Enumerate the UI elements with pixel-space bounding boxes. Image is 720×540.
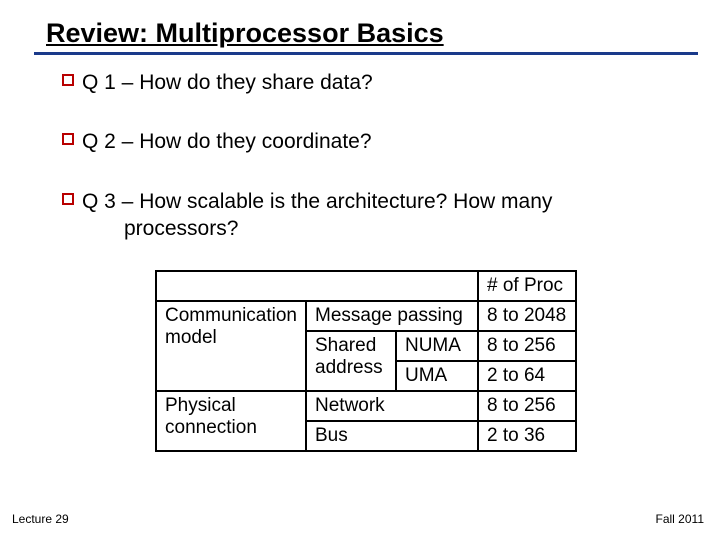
comm-model-line2: model — [165, 327, 217, 348]
bullet-q2-text: Q 2 – How do they coordinate? — [82, 128, 372, 155]
comm-model-line1: Communication — [165, 305, 297, 326]
proc-r2-cell: 8 to 256 — [478, 331, 576, 361]
proc-r1-cell: 8 to 2048 — [478, 301, 576, 331]
bullet-q1-text: Q 1 – How do they share data? — [82, 69, 373, 96]
bullet-q2: Q 2 – How do they coordinate? — [62, 128, 692, 155]
table-row: # of Proc — [156, 271, 576, 301]
title-underline — [34, 52, 698, 55]
proc-r3-cell: 2 to 64 — [478, 361, 576, 391]
phys-conn-cell: Physical connection — [156, 391, 306, 451]
comm-model-cell: Communication model — [156, 301, 306, 391]
uma-cell: UMA — [396, 361, 478, 391]
proc-r4-cell: 8 to 256 — [478, 391, 576, 421]
header-proc-cell: # of Proc — [478, 271, 576, 301]
table-container: # of Proc Communication model Message pa… — [40, 270, 692, 452]
footer-term: Fall 2011 — [656, 512, 704, 526]
square-bullet-icon — [62, 74, 74, 86]
shared-line: Shared — [315, 335, 376, 356]
network-cell: Network — [306, 391, 478, 421]
msg-passing-cell: Message passing — [306, 301, 478, 331]
table-row: Physical connection Network 8 to 256 — [156, 391, 576, 421]
bullet-q1: Q 1 – How do they share data? — [62, 69, 692, 96]
bullet-q3: Q 3 – How scalable is the architecture? … — [62, 188, 692, 243]
empty-header-cell — [156, 271, 478, 301]
square-bullet-icon — [62, 133, 74, 145]
slide-container: Review: Multiprocessor Basics Q 1 – How … — [0, 0, 720, 540]
phys-line1: Physical — [165, 395, 236, 416]
bullet-q3-text: Q 3 – How scalable is the architecture? … — [82, 188, 552, 243]
shared-address-cell: Shared address — [306, 331, 396, 391]
square-bullet-icon — [62, 193, 74, 205]
footer-lecture: Lecture 29 — [12, 512, 69, 526]
bus-cell: Bus — [306, 421, 478, 451]
proc-table: # of Proc Communication model Message pa… — [155, 270, 577, 452]
proc-r5-cell: 2 to 36 — [478, 421, 576, 451]
address-line: address — [315, 357, 383, 378]
numa-cell: NUMA — [396, 331, 478, 361]
bullet-list: Q 1 – How do they share data? Q 2 – How … — [40, 69, 692, 242]
slide-title: Review: Multiprocessor Basics — [46, 18, 692, 49]
bullet-q3-line2: processors? — [82, 215, 552, 242]
bullet-q3-line1: Q 3 – How scalable is the architecture? … — [82, 190, 552, 213]
table-row: Communication model Message passing 8 to… — [156, 301, 576, 331]
phys-line2: connection — [165, 417, 257, 438]
